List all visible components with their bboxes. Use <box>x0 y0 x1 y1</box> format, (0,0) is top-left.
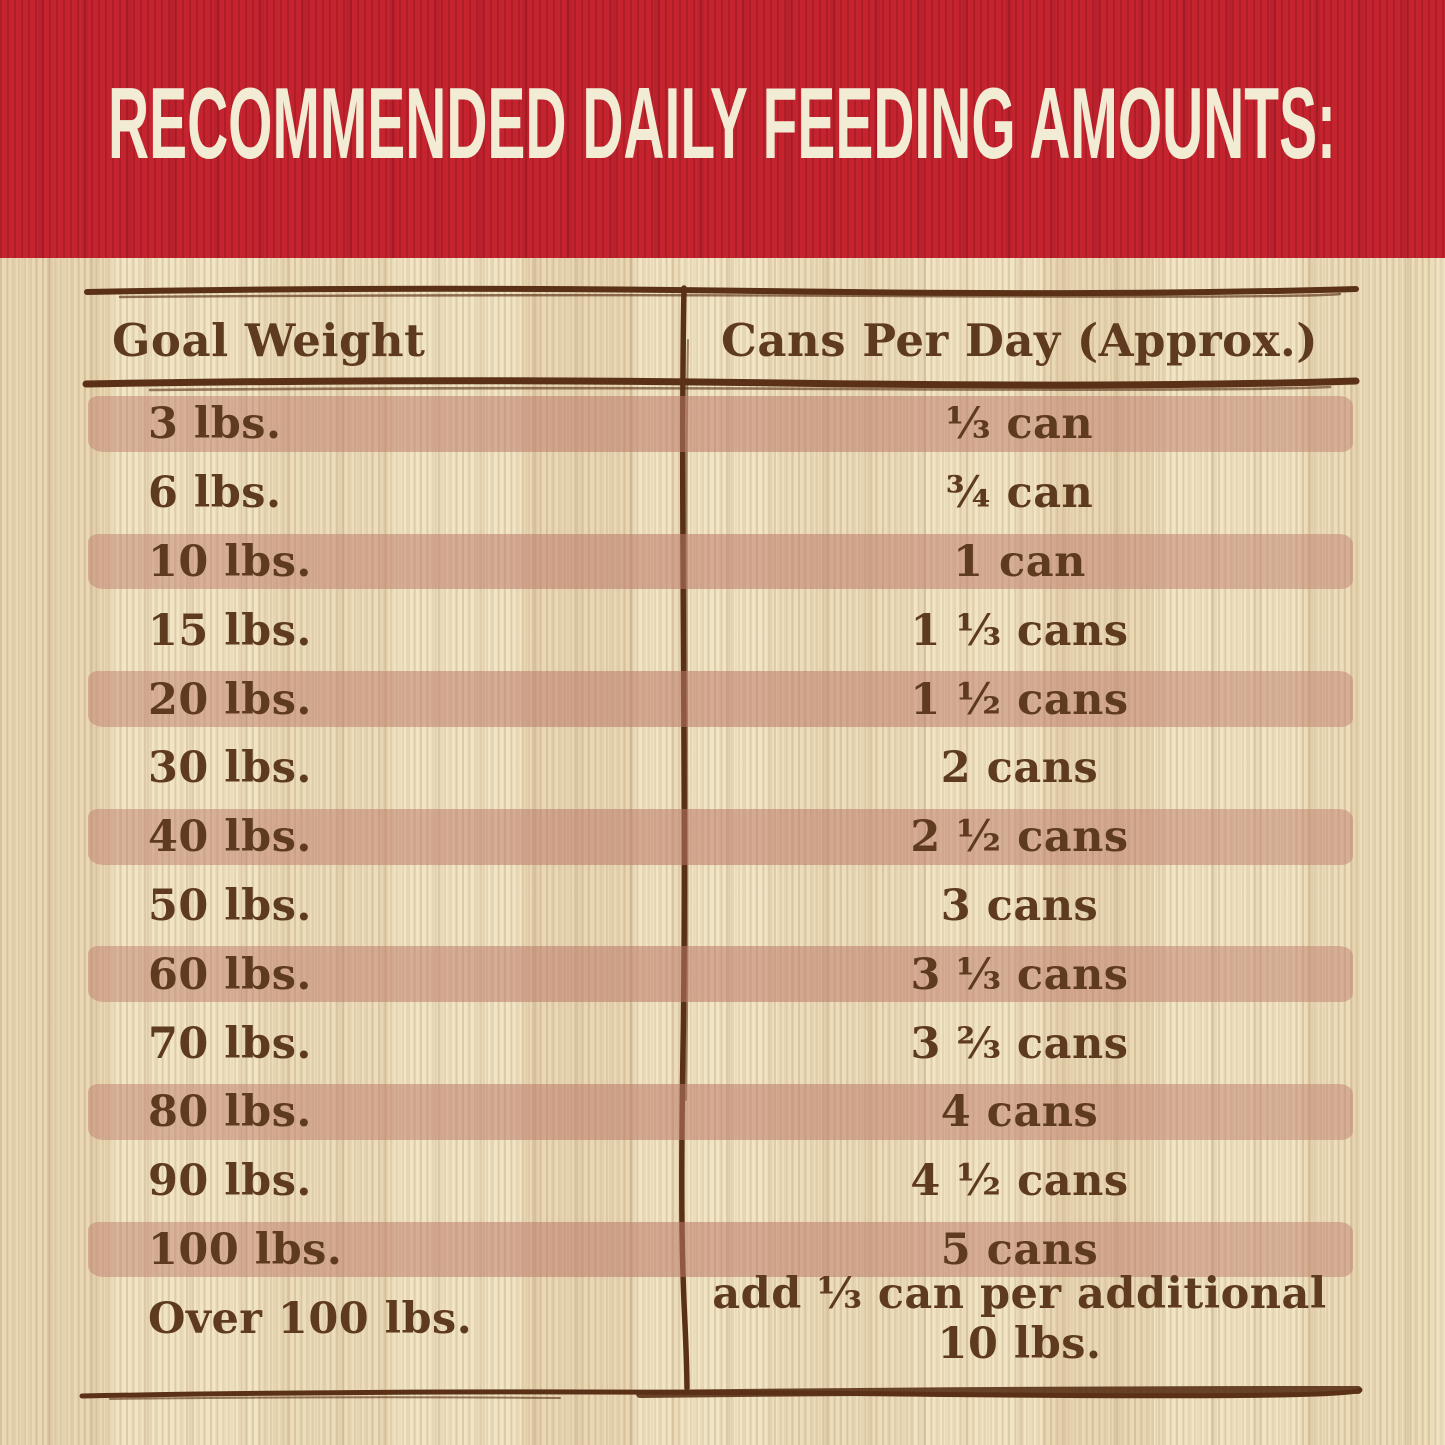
table-row: 20 lbs. 1 ½ cans <box>85 665 1356 734</box>
page-title: RECOMMENDED DAILY FEEDING AMOUNTS: <box>108 68 1336 180</box>
cans-per-day-cell: 3 cans <box>940 880 1099 931</box>
table-row: 30 lbs. 2 cans <box>85 734 1356 803</box>
cans-per-day-cell: 2 ½ cans <box>910 812 1129 863</box>
cans-per-day-cell: ⅓ can <box>945 399 1094 450</box>
cans-per-day-cell: 3 ⅓ cans <box>910 949 1129 1000</box>
goal-weight-cell: 30 lbs. <box>148 743 312 794</box>
table-row: Over 100 lbs. add ⅓ can per additional 1… <box>85 1269 1356 1369</box>
header-banner: RECOMMENDED DAILY FEEDING AMOUNTS: <box>0 0 1445 258</box>
cans-per-day-cell: 4 ½ cans <box>910 1156 1129 1207</box>
cans-per-day-cell: 5 cans <box>940 1224 1099 1275</box>
goal-weight-cell: 90 lbs. <box>148 1156 312 1207</box>
row-highlight-stripe <box>88 671 1353 727</box>
cans-per-day-cell: 2 cans <box>940 743 1099 794</box>
goal-weight-cell: 3 lbs. <box>148 399 282 450</box>
table-row: 60 lbs. 3 ⅓ cans <box>85 940 1356 1009</box>
row-highlight-stripe <box>88 1083 1353 1140</box>
table-row: 6 lbs. ¾ can <box>85 459 1356 528</box>
goal-weight-cell: 10 lbs. <box>148 536 312 587</box>
table-row: 70 lbs. 3 ⅔ cans <box>85 1009 1356 1078</box>
row-highlight-stripe <box>88 396 1353 452</box>
goal-weight-cell: Over 100 lbs. <box>148 1293 473 1344</box>
table-row: 100 lbs. 5 cans <box>85 1216 1356 1285</box>
goal-weight-cell: 40 lbs. <box>148 812 312 863</box>
table-row: 3 lbs. ⅓ can <box>85 390 1356 459</box>
cans-per-day-cell: 4 cans <box>940 1087 1099 1138</box>
table-header-row: Goal Weight Cans Per Day (Approx.) <box>85 290 1356 390</box>
cans-per-day-cell: 3 ⅔ cans <box>910 1018 1129 1069</box>
table-body: 3 lbs. ⅓ can 6 lbs. ¾ can 10 lbs. 1 can … <box>85 390 1356 1369</box>
table-row: 40 lbs. 2 ½ cans <box>85 803 1356 872</box>
feeding-table: Goal Weight Cans Per Day (Approx.) 3 lbs… <box>85 290 1356 1369</box>
banner-title-svg: RECOMMENDED DAILY FEEDING AMOUNTS: <box>108 68 1336 180</box>
cans-per-day-cell: 1 ⅓ cans <box>910 605 1129 656</box>
cans-per-day-cell: 1 can <box>953 536 1086 587</box>
table-row: 50 lbs. 3 cans <box>85 872 1356 941</box>
row-highlight-stripe <box>88 1221 1353 1278</box>
goal-weight-cell: 50 lbs. <box>148 880 312 931</box>
goal-weight-cell: 20 lbs. <box>148 674 312 725</box>
goal-weight-cell: 6 lbs. <box>148 468 282 519</box>
table-row: 15 lbs. 1 ⅓ cans <box>85 596 1356 665</box>
goal-weight-cell: 80 lbs. <box>148 1087 312 1138</box>
goal-weight-cell: 100 lbs. <box>148 1224 343 1275</box>
column-header-goal-weight: Goal Weight <box>112 313 426 367</box>
cans-per-day-cell: ¾ can <box>945 468 1094 519</box>
table-row: 10 lbs. 1 can <box>85 528 1356 597</box>
goal-weight-cell: 60 lbs. <box>148 949 312 1000</box>
goal-weight-cell: 70 lbs. <box>148 1018 312 1069</box>
cans-per-day-cell: add ⅓ can per additional 10 lbs. <box>712 1268 1327 1369</box>
cans-per-day-cell: 1 ½ cans <box>910 674 1129 725</box>
goal-weight-cell: 15 lbs. <box>148 605 312 656</box>
row-highlight-stripe <box>88 946 1353 1003</box>
table-row: 90 lbs. 4 ½ cans <box>85 1147 1356 1216</box>
row-highlight-stripe <box>88 533 1353 590</box>
table-row: 80 lbs. 4 cans <box>85 1078 1356 1147</box>
row-highlight-stripe <box>88 808 1353 865</box>
column-header-cans-per-day: Cans Per Day (Approx.) <box>721 313 1318 367</box>
